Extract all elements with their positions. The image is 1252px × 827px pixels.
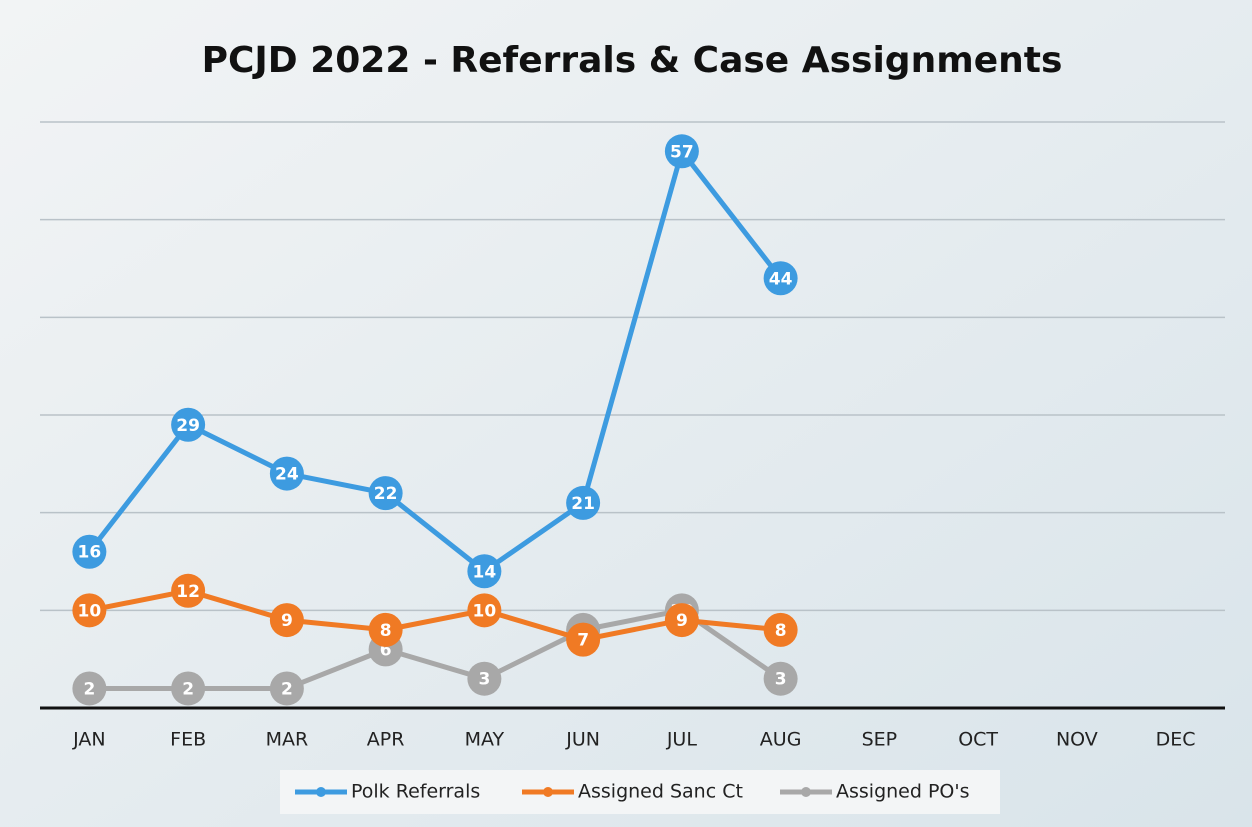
marker — [763, 612, 798, 647]
marker — [467, 554, 502, 589]
data-label: 12 — [176, 582, 200, 602]
legend-label: Polk Referrals — [351, 781, 480, 803]
x-tick-label: JAN — [72, 729, 105, 751]
legend-marker — [316, 787, 326, 797]
marker — [368, 476, 403, 511]
x-tick-label: JUL — [666, 729, 698, 751]
marker — [171, 407, 206, 442]
x-tick-label: MAY — [465, 729, 505, 751]
marker — [171, 671, 206, 706]
x-tick-label: NOV — [1056, 729, 1098, 751]
marker — [269, 456, 304, 491]
marker — [467, 661, 502, 696]
data-label: 29 — [176, 416, 200, 436]
data-label: 16 — [78, 543, 102, 563]
data-label: 2 — [83, 679, 95, 699]
marker — [72, 671, 107, 706]
data-label: 21 — [571, 494, 595, 514]
legend-label: Assigned PO's — [836, 781, 970, 803]
data-label: 8 — [380, 621, 392, 641]
legend-marker — [801, 787, 811, 797]
legend-box — [280, 770, 1000, 814]
marker — [269, 671, 304, 706]
data-label: 2 — [281, 679, 293, 699]
data-label: 14 — [473, 562, 497, 582]
data-label: 10 — [78, 601, 102, 621]
data-label: 6 — [380, 640, 392, 660]
x-tick-label: APR — [367, 729, 405, 751]
data-label: 57 — [670, 142, 694, 162]
x-tick-label: FEB — [170, 729, 206, 751]
marker — [368, 612, 403, 647]
data-label: 7 — [577, 631, 589, 651]
data-label: 9 — [281, 611, 293, 631]
marker — [566, 622, 601, 657]
marker — [664, 603, 699, 638]
marker — [763, 261, 798, 296]
x-tick-label: JUN — [565, 729, 600, 751]
data-label: 8 — [775, 621, 787, 641]
chart-title: PCJD 2022 - Referrals & Case Assignments — [202, 40, 1063, 81]
data-label: 2 — [182, 679, 194, 699]
marker — [72, 593, 107, 628]
marker — [467, 593, 502, 628]
x-tick-label: SEP — [862, 729, 898, 751]
data-label: 22 — [374, 484, 398, 504]
marker — [171, 573, 206, 608]
data-label: 10 — [473, 601, 497, 621]
x-tick-label: AUG — [760, 729, 802, 751]
data-label: 3 — [775, 670, 787, 690]
data-label: 9 — [676, 611, 688, 631]
data-label: 3 — [478, 670, 490, 690]
legend-label: Assigned Sanc Ct — [578, 781, 743, 803]
data-label: 44 — [769, 269, 793, 289]
marker — [72, 534, 107, 569]
marker — [664, 134, 699, 169]
marker — [763, 661, 798, 696]
x-tick-label: OCT — [958, 729, 998, 751]
x-tick-label: MAR — [266, 729, 309, 751]
marker — [269, 603, 304, 638]
series-line — [87, 148, 783, 574]
marker — [566, 485, 601, 520]
x-tick-label: DEC — [1156, 729, 1196, 751]
legend-marker — [543, 787, 553, 797]
data-label: 24 — [275, 465, 299, 485]
